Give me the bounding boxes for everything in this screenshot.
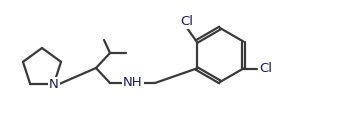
Text: N: N <box>49 78 59 91</box>
Text: Cl: Cl <box>180 15 193 28</box>
Text: NH: NH <box>123 77 143 90</box>
Text: Cl: Cl <box>259 62 272 75</box>
